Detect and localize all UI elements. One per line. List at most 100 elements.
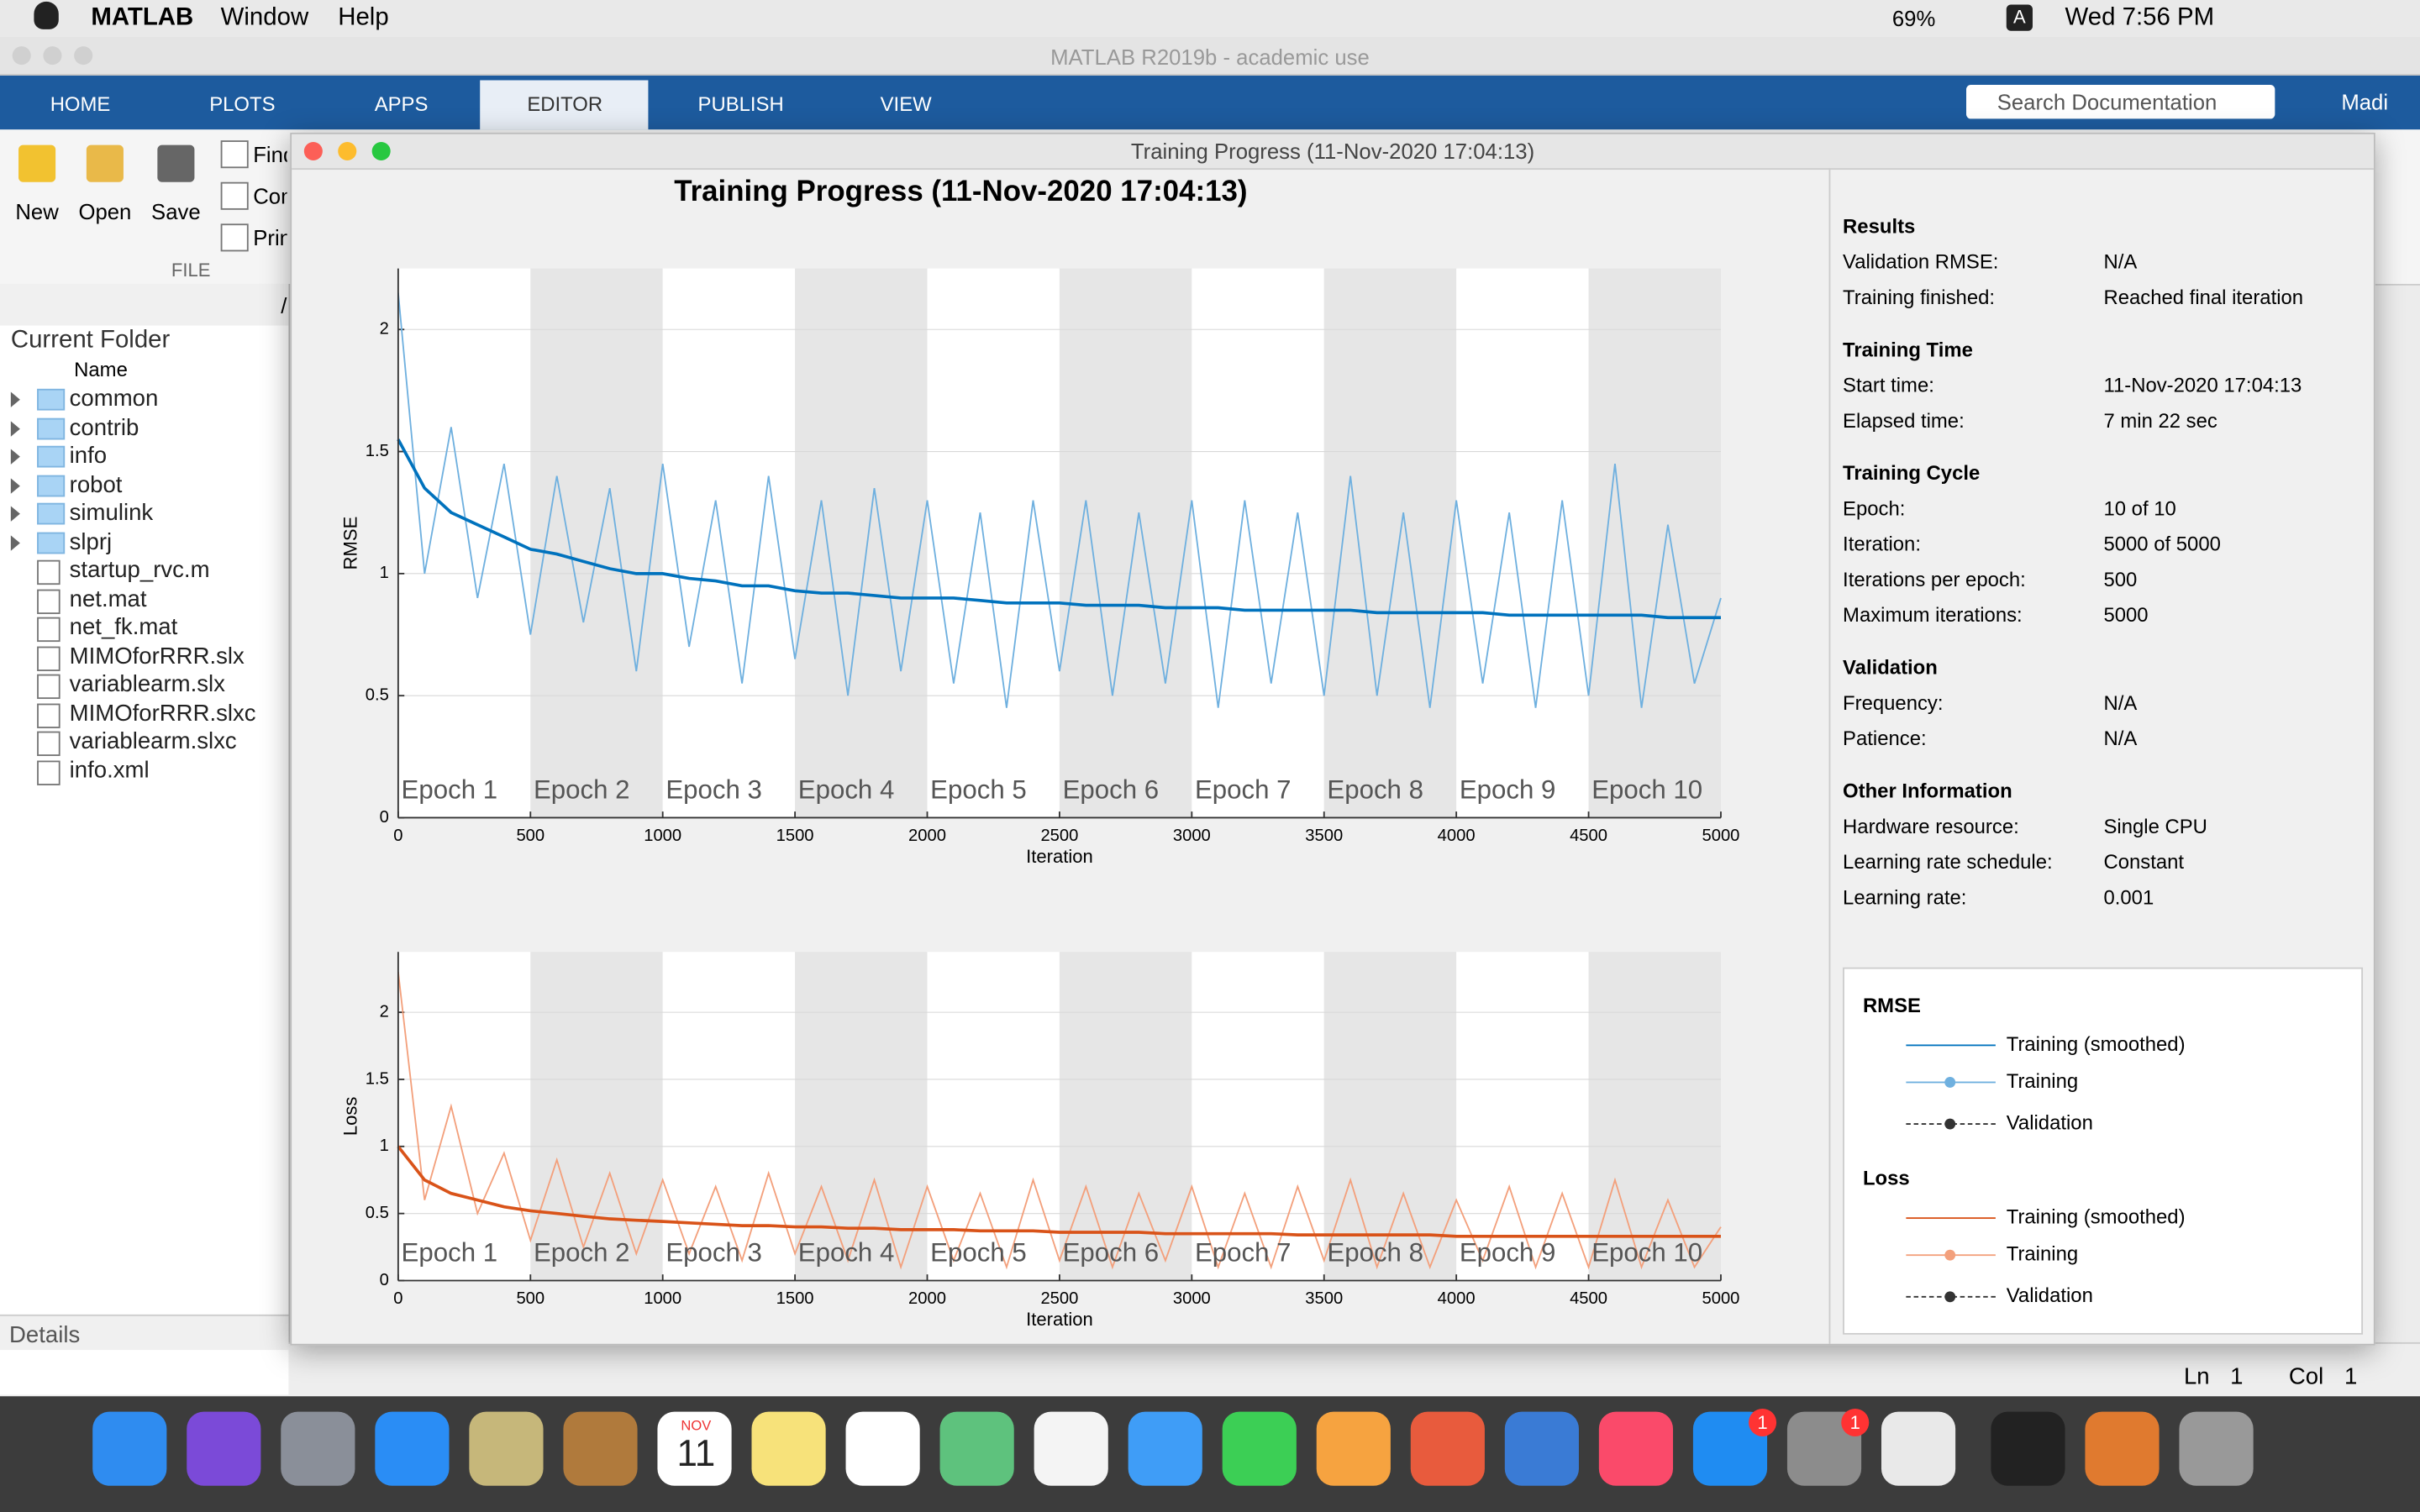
clock[interactable]: Wed 7:56 PM	[2065, 4, 2215, 31]
x-tick-label: 1500	[776, 1289, 814, 1308]
app-menu[interactable]: MATLAB	[91, 4, 194, 31]
tool-item-label[interactable]: Com	[253, 183, 287, 208]
tool-button-label[interactable]: Save	[151, 198, 201, 224]
tab[interactable]: VIEW	[880, 92, 932, 116]
tool-icon[interactable]	[220, 223, 249, 252]
tool-icon[interactable]	[18, 144, 56, 182]
dock-icon[interactable]	[751, 1411, 826, 1486]
dock-icon[interactable]	[92, 1411, 167, 1486]
zoom-button[interactable]	[371, 141, 391, 161]
expand-arrow[interactable]	[10, 420, 20, 436]
window-button[interactable]	[43, 46, 62, 66]
legend-label[interactable]: Training	[2006, 1068, 2079, 1093]
dock-icon[interactable]	[1410, 1411, 1485, 1486]
series-line	[397, 438, 1721, 620]
column-header[interactable]: Name	[74, 358, 128, 381]
legend-label[interactable]: Training	[2006, 1242, 2079, 1266]
tool-button-label[interactable]: New	[15, 198, 59, 224]
folder-item[interactable]: net.mat	[69, 585, 147, 612]
window-button[interactable]	[12, 46, 31, 66]
dock-icon[interactable]	[375, 1411, 450, 1486]
info-value: Constant	[2103, 850, 2185, 874]
dock-icon[interactable]	[2085, 1411, 2160, 1486]
epoch-label: Epoch 6	[1063, 1238, 1160, 1268]
expand-arrow[interactable]	[10, 477, 20, 493]
close-button[interactable]	[303, 141, 323, 161]
details-bar[interactable]: Details	[0, 1314, 289, 1351]
dock-icon[interactable]	[1034, 1411, 1108, 1486]
tab[interactable]: EDITOR	[527, 92, 603, 116]
folder-item[interactable]: net_fk.mat	[69, 614, 178, 641]
dock-icon[interactable]	[563, 1411, 638, 1486]
folder-item[interactable]: startup_rvc.m	[69, 557, 210, 584]
tool-icon[interactable]	[157, 144, 195, 182]
folder-item[interactable]: MIMOforRRR.slxc	[69, 699, 256, 727]
legend-line	[1906, 1044, 1996, 1047]
dock-icon[interactable]	[2179, 1411, 2254, 1486]
dock-icon[interactable]	[657, 1411, 732, 1486]
dock-icon[interactable]	[845, 1411, 920, 1486]
tab[interactable]: PLOTS	[209, 92, 276, 116]
battery[interactable]: 69%	[1891, 6, 1936, 31]
folder-item[interactable]: common	[69, 386, 159, 412]
folder-item[interactable]: MIMOforRRR.slx	[69, 643, 245, 669]
legend-label[interactable]: Training (smoothed)	[2006, 1032, 2186, 1056]
folder-item[interactable]: variablearm.slx	[69, 670, 225, 698]
x-tick-label: 4500	[1570, 1289, 1607, 1308]
dock-icon[interactable]	[281, 1411, 355, 1486]
y-axis-label: Loss	[340, 1097, 361, 1137]
tool-icon[interactable]	[220, 140, 249, 169]
dock-icon[interactable]	[1881, 1411, 1956, 1486]
info-value: 7 min 22 sec	[2103, 408, 2217, 433]
tab[interactable]: HOME	[50, 92, 111, 116]
x-tick-label: 4500	[1570, 827, 1607, 845]
x-tick-label: 500	[516, 1289, 544, 1308]
tool-item-label[interactable]: Prin	[253, 225, 287, 250]
search-box[interactable]: Search Documentation	[1966, 85, 2275, 119]
epoch-label: Epoch 2	[534, 1238, 630, 1268]
dock-icon[interactable]	[1991, 1411, 2065, 1486]
dock-icon[interactable]	[469, 1411, 544, 1486]
menu[interactable]: Window	[220, 4, 309, 31]
menu[interactable]: Help	[338, 4, 389, 31]
series-line	[397, 1145, 1721, 1238]
apple-icon[interactable]	[34, 1, 59, 29]
dock-icon[interactable]	[939, 1411, 1014, 1486]
window-button[interactable]	[74, 46, 93, 66]
tool-button-label[interactable]: Open	[78, 198, 132, 224]
folder-item[interactable]: variablearm.slxc	[69, 727, 237, 755]
expand-arrow[interactable]	[10, 449, 20, 465]
folder-item[interactable]: info	[69, 443, 108, 470]
dock-icon[interactable]	[1504, 1411, 1579, 1486]
tool-item-label[interactable]: Find	[253, 141, 287, 167]
dock-icon[interactable]	[187, 1411, 261, 1486]
info-label: Training finished:	[1843, 285, 1996, 309]
expand-arrow[interactable]	[10, 506, 20, 522]
dock-icon[interactable]	[1222, 1411, 1297, 1486]
legend-label[interactable]: Validation	[2006, 1110, 2093, 1135]
folder-item[interactable]: simulink	[69, 500, 154, 527]
tab[interactable]: APPS	[374, 92, 429, 116]
legend-label[interactable]: Training (smoothed)	[2006, 1205, 2186, 1229]
legend-label[interactable]: Validation	[2006, 1284, 2093, 1307]
dock-icon[interactable]	[1316, 1411, 1391, 1486]
y-tick-label: 1.5	[366, 442, 389, 460]
dock-icon[interactable]	[1598, 1411, 1674, 1486]
folder-item[interactable]: slprj	[69, 528, 113, 555]
epoch-band	[1059, 952, 1192, 1281]
legend-marker	[1944, 1077, 1956, 1088]
tool-icon[interactable]	[86, 144, 124, 182]
expand-arrow[interactable]	[10, 391, 20, 407]
folder-item[interactable]: info.xml	[69, 756, 150, 784]
minimize-button[interactable]	[338, 141, 357, 161]
input-source[interactable]: A	[2006, 4, 2033, 31]
user-menu[interactable]: Madi	[2341, 89, 2389, 114]
tab[interactable]: PUBLISH	[697, 92, 784, 116]
tool-icon[interactable]	[220, 181, 249, 210]
folder-item[interactable]: contrib	[69, 414, 139, 441]
address-bar: /	[0, 283, 289, 326]
dock-icon[interactable]	[1128, 1411, 1202, 1486]
section-heading: Validation	[1843, 655, 1938, 680]
expand-arrow[interactable]	[10, 534, 20, 550]
folder-item[interactable]: robot	[69, 471, 123, 498]
